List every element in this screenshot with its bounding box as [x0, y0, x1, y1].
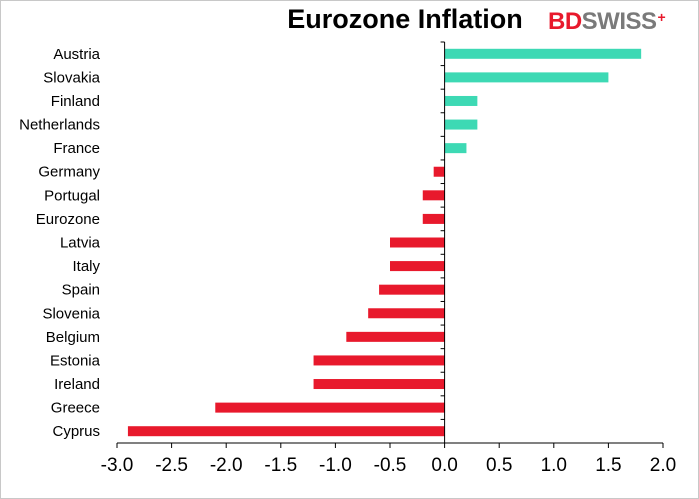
bar-germany	[433, 166, 445, 177]
x-tick-label: -2.0	[210, 455, 243, 476]
bar-belgium	[346, 331, 445, 342]
category-label-germany: Germany	[38, 164, 100, 181]
bar-ireland	[313, 379, 445, 390]
bar-slovenia	[368, 308, 445, 319]
x-tick-label: 0.5	[486, 455, 512, 476]
category-label-spain: Spain	[62, 282, 100, 299]
bdswiss-logo: BD SWISS +	[548, 6, 666, 38]
category-label-greece: Greece	[51, 400, 100, 417]
category-label-belgium: Belgium	[46, 329, 100, 346]
category-label-italy: Italy	[72, 258, 100, 275]
x-tick-label: -2.5	[155, 455, 188, 476]
axes	[116, 41, 664, 448]
tick-labels: -3.0 -2.5 -2.0 -1.5 -1.0 -0.5 0.0 0.5 1.0 1.5 2.0	[101, 455, 677, 476]
bar-finland	[444, 95, 478, 106]
category-label-eurozone: Eurozone	[36, 211, 100, 228]
logo-text-swiss: SWISS	[581, 8, 657, 35]
x-tick-label: -0.5	[374, 455, 407, 476]
logo-text-bd: BD	[548, 8, 582, 35]
category-label-latvia: Latvia	[60, 235, 101, 252]
category-label-slovenia: Slovenia	[42, 305, 100, 322]
logo-cross-icon: +	[657, 9, 666, 25]
x-tick-label: -1.0	[319, 455, 352, 476]
bar-spain	[379, 284, 445, 295]
category-label-netherlands: Netherlands	[19, 117, 100, 134]
bar-estonia	[313, 355, 445, 366]
category-label-portugal: Portugal	[44, 187, 100, 204]
x-tick-label: 1.5	[595, 455, 621, 476]
bar-portugal	[422, 190, 445, 201]
x-tick-label: 2.0	[650, 455, 676, 476]
bar-italy	[390, 261, 445, 272]
bar-eurozone	[422, 213, 445, 224]
category-labels: Austria Slovakia Finland Netherlands France G…	[19, 46, 101, 440]
category-label-estonia: Estonia	[50, 352, 101, 369]
category-label-france: France	[53, 140, 100, 157]
x-tick-label: 1.0	[541, 455, 567, 476]
bar-slovakia	[444, 72, 609, 83]
bar-france	[444, 143, 467, 154]
category-label-austria: Austria	[53, 46, 100, 63]
category-label-cyprus: Cyprus	[52, 423, 100, 440]
category-label-slovakia: Slovakia	[43, 69, 100, 86]
category-label-ireland: Ireland	[54, 376, 100, 393]
x-tick-label: 0.0	[431, 455, 457, 476]
bar-netherlands	[444, 119, 478, 130]
bars-group	[127, 48, 642, 437]
x-tick-label: -1.5	[264, 455, 297, 476]
bar-cyprus	[127, 426, 445, 437]
bar-latvia	[390, 237, 445, 248]
category-label-finland: Finland	[51, 93, 100, 110]
bar-austria	[444, 48, 642, 59]
chart-title: Eurozone Inflation	[287, 4, 523, 34]
bar-greece	[215, 402, 445, 413]
x-tick-label: -3.0	[101, 455, 134, 476]
